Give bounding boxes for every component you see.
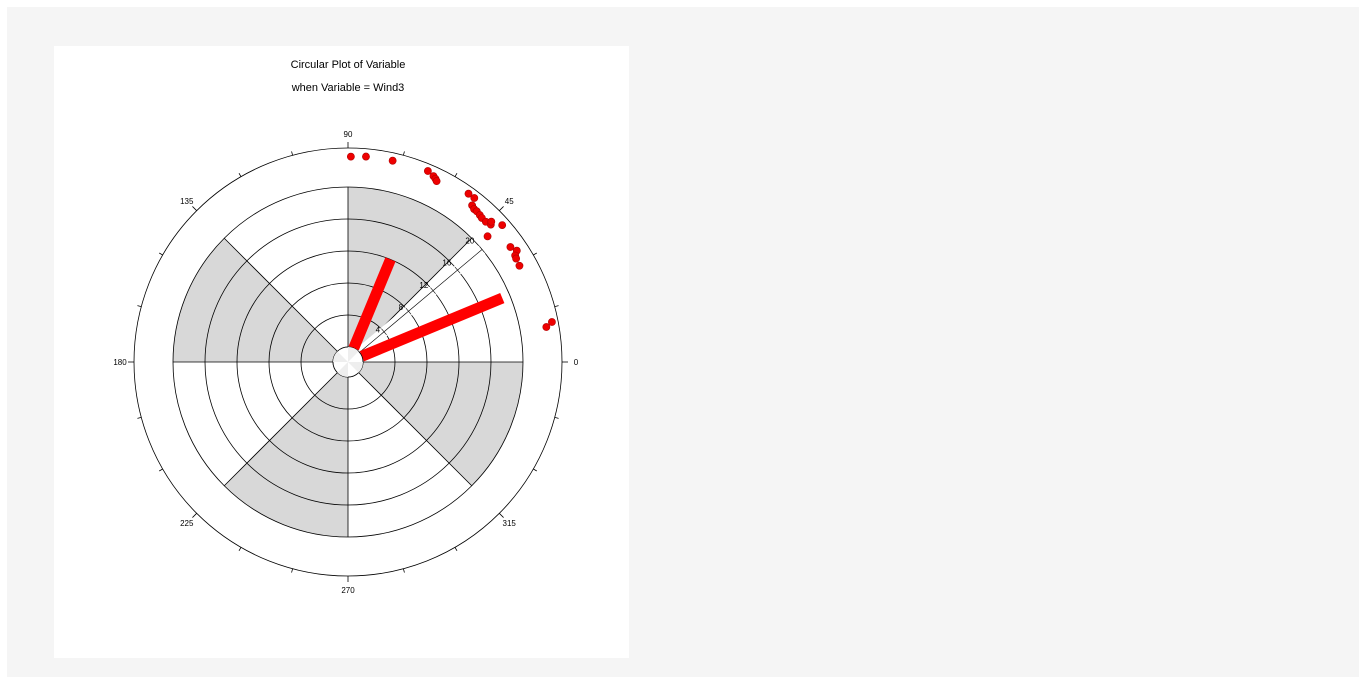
radial-tick — [454, 266, 461, 274]
data-point — [506, 243, 515, 251]
chart-title: Circular Plot of Variable — [291, 59, 406, 71]
circular-plot: Circular Plot of Variable when Variable … — [113, 59, 578, 595]
angular-minor-tick — [238, 547, 242, 551]
angular-major-tick — [192, 206, 197, 211]
data-point — [512, 254, 521, 263]
data-point — [498, 221, 507, 229]
angular-minor-tick — [533, 468, 537, 472]
bar — [359, 293, 505, 362]
angular-minor-tick — [454, 547, 458, 551]
radial-tick — [405, 307, 412, 315]
radial-tick — [479, 246, 485, 253]
shaded-sector — [348, 187, 472, 352]
data-point — [542, 323, 551, 331]
angular-minor-tick — [533, 252, 537, 256]
angular-minor-tick — [238, 173, 242, 177]
angle-tick-label: 135 — [180, 197, 194, 206]
data-point — [346, 152, 355, 161]
angle-tick-label: 270 — [341, 586, 355, 595]
angular-minor-tick — [137, 417, 142, 419]
angular-minor-tick — [159, 252, 163, 256]
angular-major-tick — [499, 513, 504, 518]
center-hole-wedge — [348, 347, 359, 362]
angular-minor-tick — [159, 468, 163, 472]
angular-minor-tick — [137, 305, 142, 307]
data-point — [432, 177, 441, 186]
angle-tick-label: 225 — [180, 519, 194, 528]
data-point — [487, 217, 496, 226]
angle-tick-label: 180 — [113, 358, 127, 367]
data-point — [362, 152, 370, 161]
angular-minor-tick — [554, 417, 559, 419]
angular-major-tick — [192, 513, 197, 518]
radial-tick — [381, 328, 387, 336]
chart-subtitle: when Variable = Wind3 — [291, 82, 405, 94]
angular-minor-tick — [403, 151, 405, 156]
center-hole-wedge — [337, 362, 348, 377]
angle-tick-label: 45 — [505, 197, 514, 206]
data-point — [470, 194, 479, 202]
data-point — [515, 261, 524, 270]
radial-tick-label: 12 — [419, 281, 428, 290]
shaded-sector — [224, 372, 348, 537]
angular-minor-tick — [403, 568, 405, 573]
chart-panel: Circular Plot of Variable when Variable … — [54, 46, 629, 658]
data-point — [548, 318, 556, 326]
angular-major-tick — [499, 206, 504, 211]
angular-grid-spoke — [223, 372, 338, 487]
radial-tick-label: 16 — [442, 259, 451, 268]
radial-tick-label: 4 — [376, 325, 381, 334]
bar — [348, 257, 396, 351]
angular-minor-tick — [291, 151, 293, 156]
center-hole-wedge — [348, 362, 363, 373]
plot-window: Circular Plot of Variable when Variable … — [7, 7, 1359, 677]
angular-minor-tick — [554, 305, 559, 307]
data-point — [423, 167, 432, 175]
data-point — [464, 189, 473, 198]
angular-minor-tick — [291, 568, 293, 573]
radial-tick — [430, 287, 436, 294]
radial-axis-line — [359, 249, 483, 353]
shaded-sector — [173, 238, 338, 362]
center-hole-wedge — [333, 351, 348, 362]
data-point — [483, 232, 492, 241]
radial-tick-label: 20 — [465, 236, 474, 245]
shaded-sector — [358, 362, 523, 486]
angular-grid-spoke — [223, 237, 338, 352]
angular-minor-tick — [454, 173, 458, 177]
polar-plot-area: 04590135180225270315048121620 — [113, 130, 578, 595]
angular-grid-spoke — [358, 372, 473, 487]
angle-tick-label: 0 — [574, 358, 579, 367]
radial-tick-label: 8 — [399, 303, 404, 312]
angle-tick-label: 90 — [344, 130, 353, 139]
angle-tick-label: 315 — [503, 519, 517, 528]
data-point — [388, 156, 397, 165]
